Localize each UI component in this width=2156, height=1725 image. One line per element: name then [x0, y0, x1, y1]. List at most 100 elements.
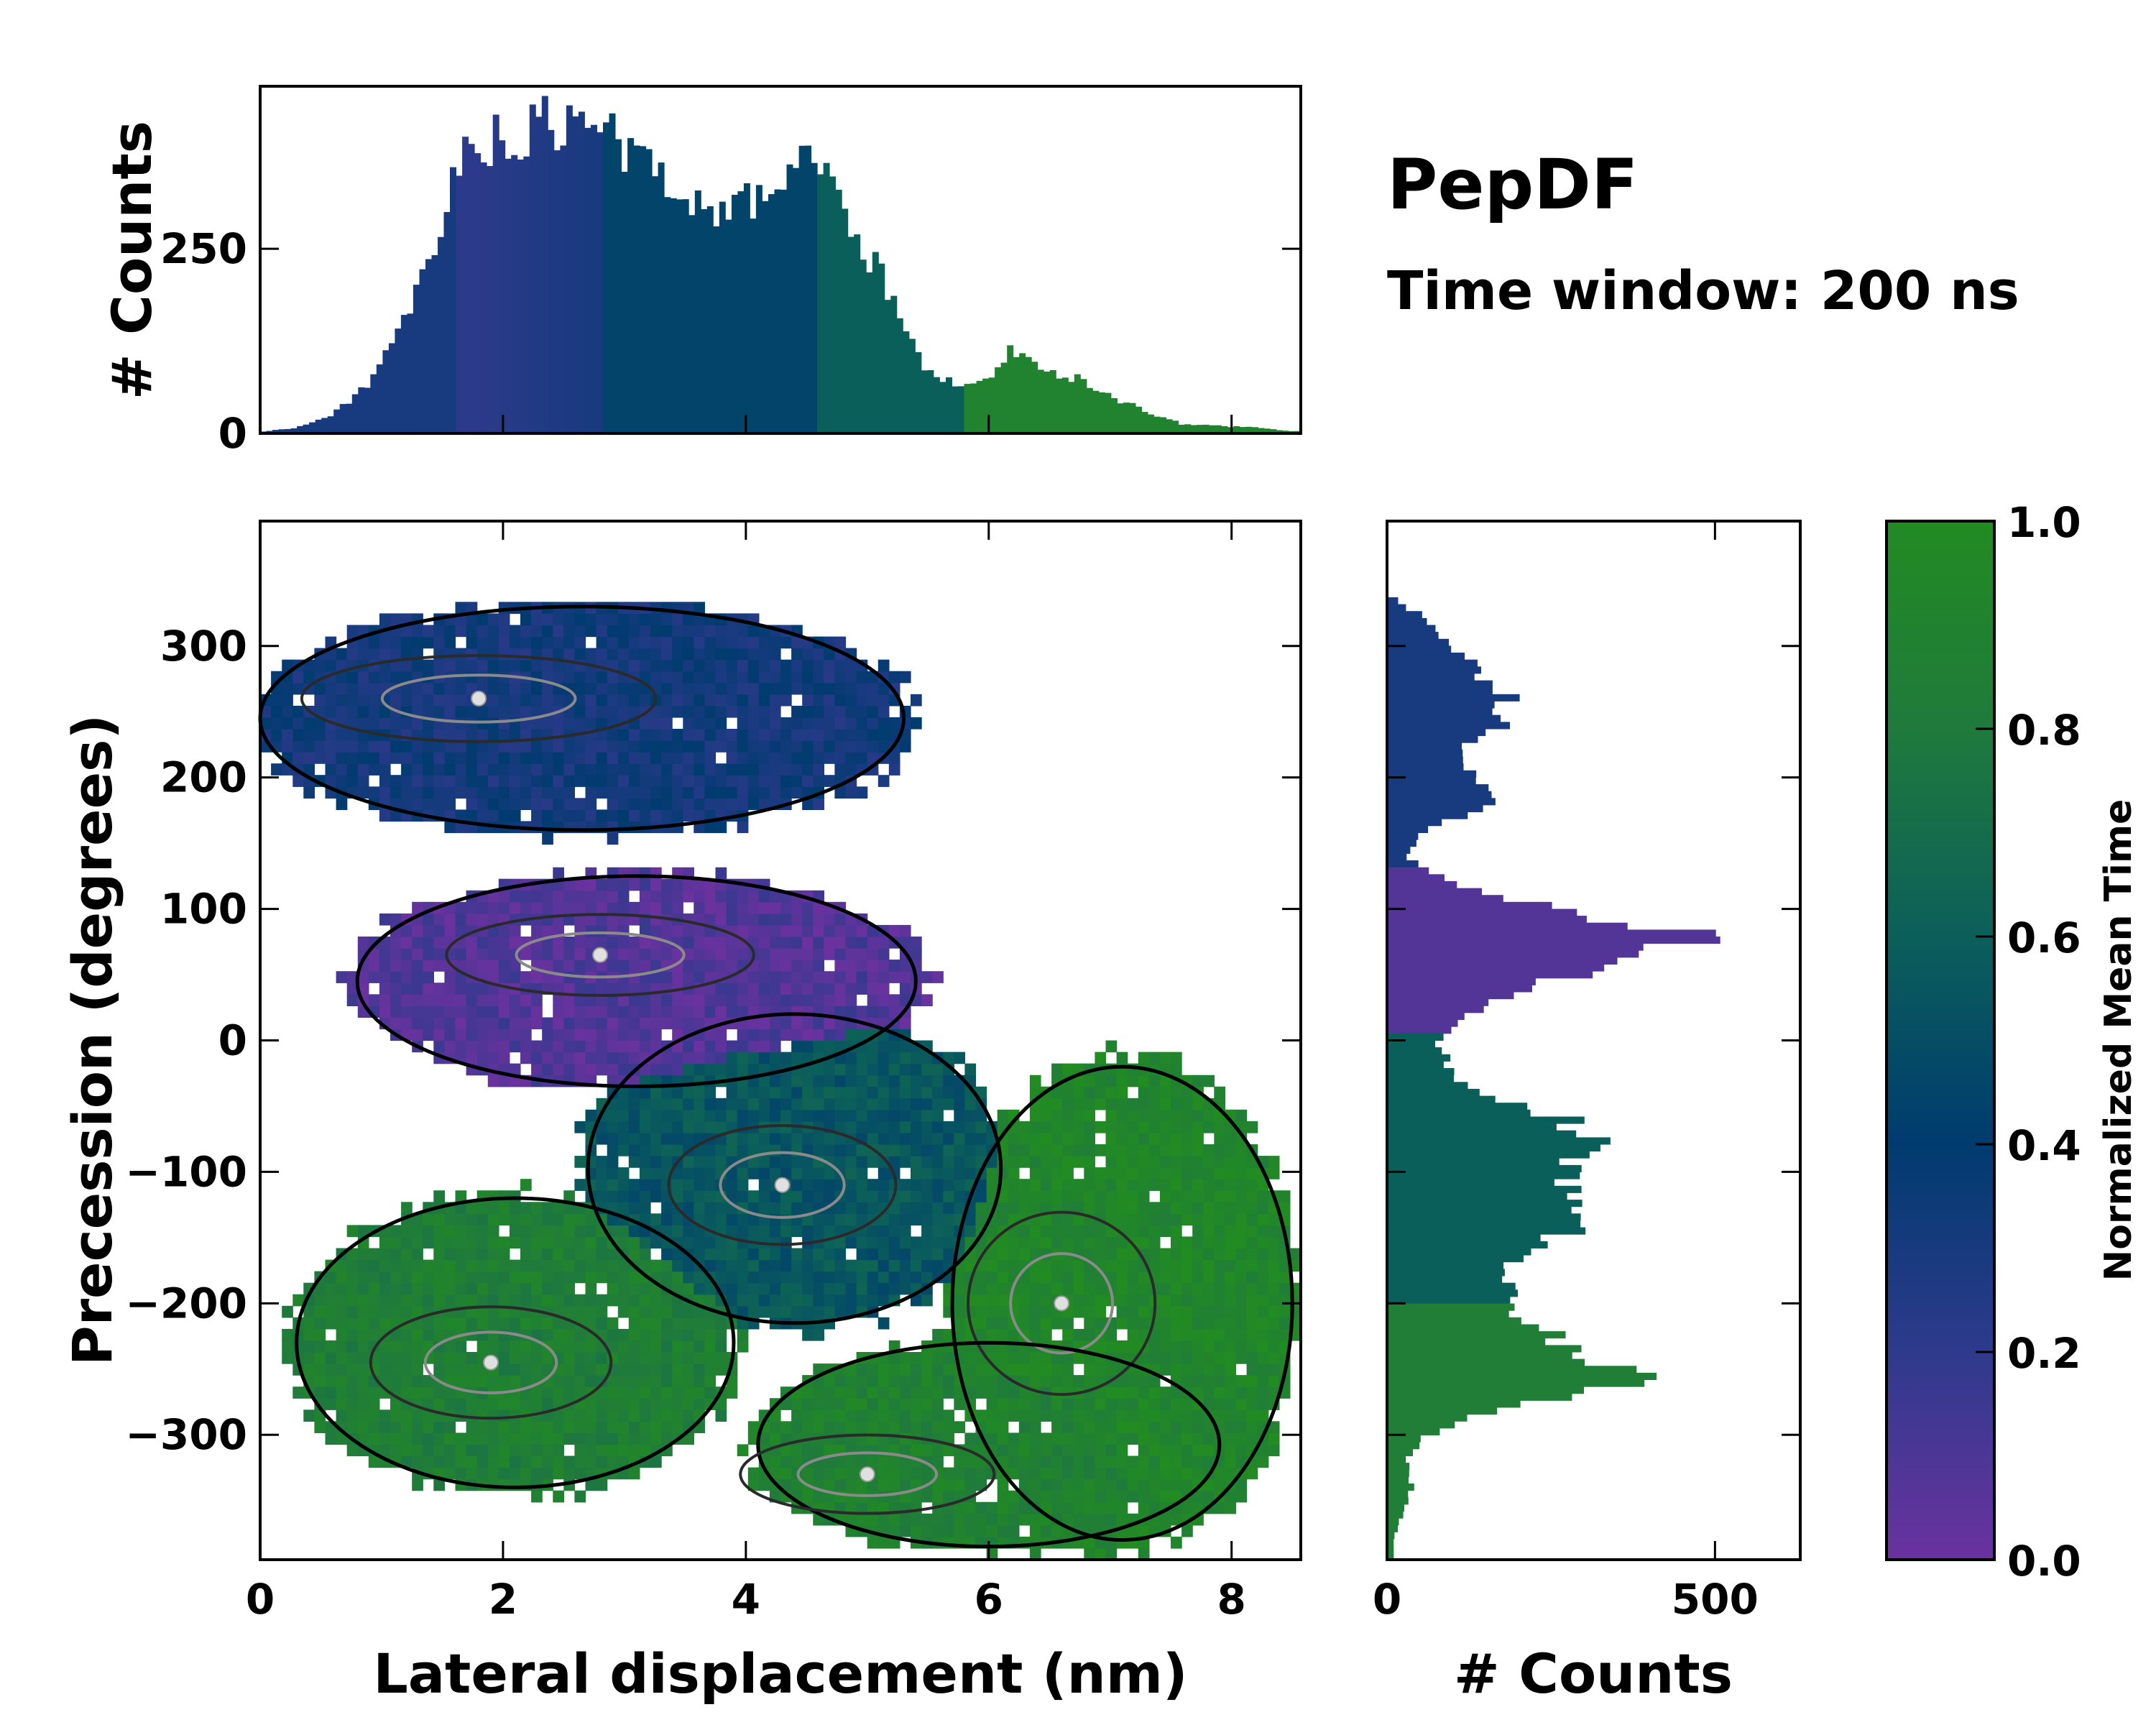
heatmap-cell	[325, 1305, 337, 1318]
heatmap-cell	[726, 625, 738, 638]
heatmap-cell	[639, 1213, 651, 1225]
top-histogram-bar	[762, 201, 769, 433]
heatmap-cell	[401, 1432, 413, 1445]
heatmap-cell	[747, 913, 760, 926]
x-axis-label: Lateral displacement (nm)	[373, 1642, 1187, 1706]
heatmap-cell	[1181, 1328, 1193, 1341]
right-histogram-bar	[1387, 916, 1587, 924]
heatmap-cell	[845, 1363, 857, 1376]
heatmap-cell	[683, 763, 694, 776]
top-histogram-bar	[952, 386, 959, 433]
heatmap-cell	[747, 901, 760, 914]
heatmap-cell	[390, 775, 402, 787]
heatmap-cell	[1192, 1202, 1204, 1214]
heatmap-cell	[455, 924, 467, 937]
heatmap-cell	[1116, 1225, 1128, 1238]
heatmap-cell	[1041, 1132, 1052, 1145]
heatmap-cell	[1148, 1179, 1161, 1191]
heatmap-cell	[1062, 1444, 1074, 1457]
heatmap-cell	[704, 740, 717, 753]
heatmap-cell	[1073, 1225, 1084, 1238]
heatmap-cell	[271, 763, 282, 776]
heatmap-cell	[845, 1386, 857, 1399]
heatmap-cell	[282, 729, 293, 741]
heatmap-cells	[258, 602, 1302, 1560]
heatmap-cell	[758, 1156, 770, 1168]
heatmap-cell	[758, 1086, 770, 1099]
heatmap-cell	[758, 1478, 770, 1491]
top-histogram-bar	[1160, 417, 1167, 433]
heatmap-cell	[758, 717, 770, 730]
y-tick-label: −100	[125, 1147, 247, 1196]
heatmap-cell	[596, 913, 608, 926]
heatmap-cell	[379, 994, 391, 1006]
heatmap-cell	[1246, 1305, 1258, 1318]
heatmap-cell	[346, 1305, 359, 1318]
heatmap-cell	[476, 1259, 489, 1272]
heatmap-cell	[401, 1259, 413, 1272]
heatmap-cell	[747, 729, 760, 741]
heatmap-cell	[1127, 1167, 1139, 1179]
heatmap-cell	[628, 1132, 640, 1145]
heatmap-cell	[650, 636, 662, 649]
heatmap-cell	[1246, 1271, 1258, 1284]
heatmap-cell	[932, 1328, 944, 1341]
heatmap-cell	[444, 1248, 456, 1261]
heatmap-cell	[877, 1075, 890, 1087]
heatmap-cell	[1062, 1455, 1074, 1468]
heatmap-cell	[683, 1190, 694, 1202]
heatmap-cell	[1246, 1340, 1258, 1353]
heatmap-cell	[1138, 1432, 1150, 1445]
heatmap-cell	[542, 659, 553, 672]
heatmap-cell	[379, 948, 391, 960]
heatmap-cell	[444, 694, 456, 707]
heatmap-cell	[975, 1121, 987, 1133]
top-histogram-bar	[688, 215, 696, 433]
heatmap-cell	[1289, 1259, 1302, 1272]
heatmap-cell	[975, 1179, 987, 1191]
heatmap-cell	[997, 1236, 1009, 1249]
heatmap-cell	[1148, 1236, 1161, 1249]
heatmap-cell	[791, 1167, 803, 1179]
heatmap-cell	[509, 1444, 521, 1457]
heatmap-cell	[390, 1328, 402, 1341]
heatmap-cell	[888, 1006, 900, 1018]
heatmap-cell	[412, 694, 423, 707]
heatmap-cell	[466, 1467, 478, 1480]
top-histogram-bar	[321, 418, 328, 433]
heatmap-cell	[1257, 1282, 1269, 1295]
heatmap-cell	[520, 971, 532, 983]
heatmap-cell	[694, 1121, 705, 1133]
heatmap-cell	[433, 1421, 445, 1433]
heatmap-cell	[542, 1432, 553, 1445]
heatmap-cell	[661, 1179, 673, 1191]
heatmap-cell	[1203, 1248, 1215, 1261]
heatmap-cell	[932, 1259, 944, 1272]
heatmap-cell	[986, 1328, 998, 1341]
density-peak	[1054, 1295, 1070, 1312]
heatmap-cell	[509, 1225, 521, 1238]
heatmap-cell	[455, 1363, 467, 1376]
heatmap-cell	[758, 752, 770, 764]
heatmap-cell	[476, 763, 489, 776]
heatmap-cell	[596, 740, 608, 753]
heatmap-cell	[650, 717, 662, 730]
heatmap-cell	[1214, 1086, 1225, 1099]
heatmap-cell	[1084, 1328, 1095, 1341]
heatmap-cell	[520, 1040, 532, 1053]
heatmap-cell	[845, 694, 857, 707]
heatmap-cell	[758, 1098, 770, 1110]
heatmap-cell	[1279, 1271, 1291, 1284]
heatmap-cell	[1214, 1375, 1225, 1387]
heatmap-cell	[553, 752, 564, 764]
heatmap-cell	[737, 1006, 749, 1018]
heatmap-cell	[780, 1478, 792, 1491]
heatmap-cell	[617, 1063, 630, 1076]
heatmap-cell	[1116, 1075, 1128, 1087]
heatmap-cell	[1073, 1271, 1084, 1284]
heatmap-cell	[694, 798, 705, 810]
heatmap-cell	[1171, 1398, 1182, 1410]
heatmap-cell	[1159, 1075, 1171, 1087]
heatmap-cell	[1214, 1179, 1225, 1191]
